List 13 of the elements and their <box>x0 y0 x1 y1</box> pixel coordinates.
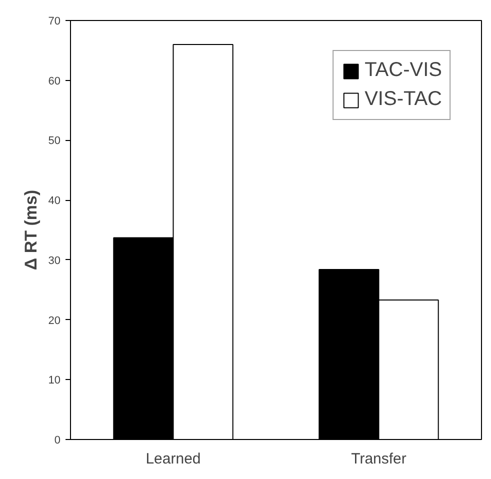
x-tick-label: Transfer <box>351 450 406 468</box>
y-tick-label: 30 <box>48 254 61 267</box>
y-tick-label: 50 <box>48 135 61 148</box>
x-tick-label: Learned <box>146 450 201 468</box>
y-tick-label: 0 <box>54 434 61 446</box>
y-tick-label: 10 <box>48 374 61 387</box>
y-tick-label: 70 <box>48 16 61 28</box>
y-tick-label: 20 <box>48 314 61 327</box>
y-axis-title: Δ RT (ms) <box>21 190 40 270</box>
y-tick-label: 60 <box>48 75 61 88</box>
legend-label: TAC-VIS <box>364 59 442 82</box>
legend-label: VIS-TAC <box>364 88 442 111</box>
y-tick-label: 40 <box>48 195 61 208</box>
